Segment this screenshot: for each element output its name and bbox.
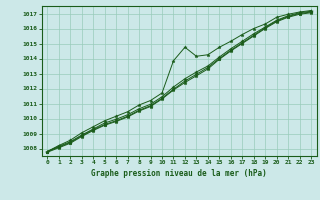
X-axis label: Graphe pression niveau de la mer (hPa): Graphe pression niveau de la mer (hPa) bbox=[91, 169, 267, 178]
